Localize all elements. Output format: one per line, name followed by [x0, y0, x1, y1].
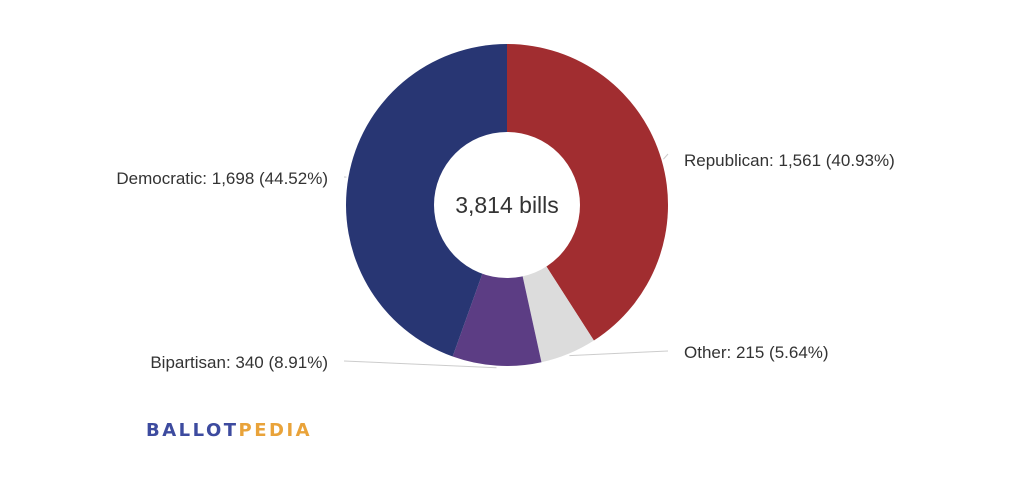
slice-republican[interactable] [507, 44, 669, 341]
logo-part-ballot: BALLOT [146, 420, 239, 441]
connector-republican [663, 153, 669, 160]
label-other: Other: 215 (5.64%) [684, 343, 829, 362]
center-label: 3,814 bills [455, 192, 559, 218]
donut-hole [434, 132, 580, 278]
logo-part-pedia: PEDIA [238, 420, 313, 441]
label-democratic: Democratic: 1,698 (44.52%) [116, 169, 328, 188]
ballotpedia-logo: BALLOTPEDIA [146, 420, 312, 441]
label-republican: Republican: 1,561 (40.93%) [684, 151, 895, 170]
connector-bipartisan [343, 360, 497, 369]
slice-bipartisan[interactable] [452, 205, 542, 367]
label-connectors [343, 153, 669, 369]
connector-other [569, 350, 669, 357]
label-bipartisan: Bipartisan: 340 (8.91%) [150, 353, 328, 372]
slice-labels: Republican: 1,561 (40.93%) Other: 215 (5.… [116, 151, 894, 372]
slice-democratic[interactable] [346, 44, 507, 357]
